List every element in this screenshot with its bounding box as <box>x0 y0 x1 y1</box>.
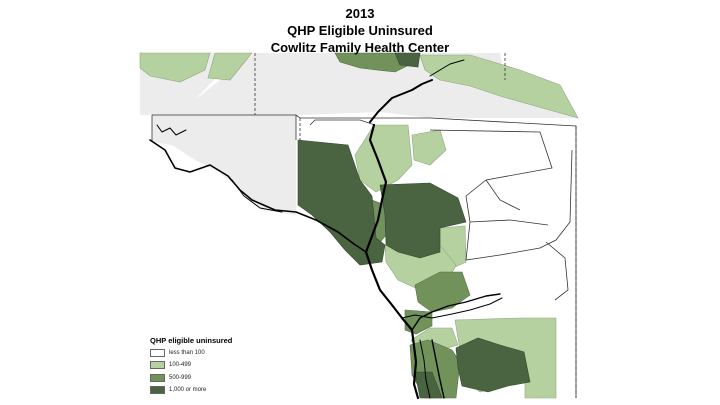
legend-item: 1,000 or more <box>150 386 232 395</box>
rivers <box>149 59 503 400</box>
title-subtitle: QHP Eligible Uninsured <box>287 23 433 38</box>
legend-swatch-500-999 <box>150 373 165 382</box>
title-organization: Cowlitz Family Health Center <box>270 40 450 55</box>
legend-label: 500-999 <box>169 374 192 381</box>
legend-swatch-1000-plus <box>150 386 165 394</box>
boundaries <box>151 53 577 398</box>
legend-item: 100-499 <box>150 361 232 370</box>
title-year: 2013 <box>345 6 375 21</box>
legend-title: QHP eligible uninsured <box>150 336 233 345</box>
legend-label: less than 100 <box>169 349 205 356</box>
legend-item: 500-999 <box>150 373 232 382</box>
legend-label: 1,000 or more <box>169 387 207 393</box>
legend-item: less than 100 <box>150 348 232 357</box>
tracts-1000-plus <box>297 52 531 399</box>
map-title: 2013 QHP Eligible Uninsured Cowlitz Fami… <box>0 0 720 56</box>
legend: QHP eligible uninsured less than 100 100… <box>150 336 232 398</box>
legend-label: 100-499 <box>169 362 192 368</box>
legend-swatch-less-than-100 <box>150 348 165 357</box>
legend-swatch-100-499 <box>150 361 165 369</box>
